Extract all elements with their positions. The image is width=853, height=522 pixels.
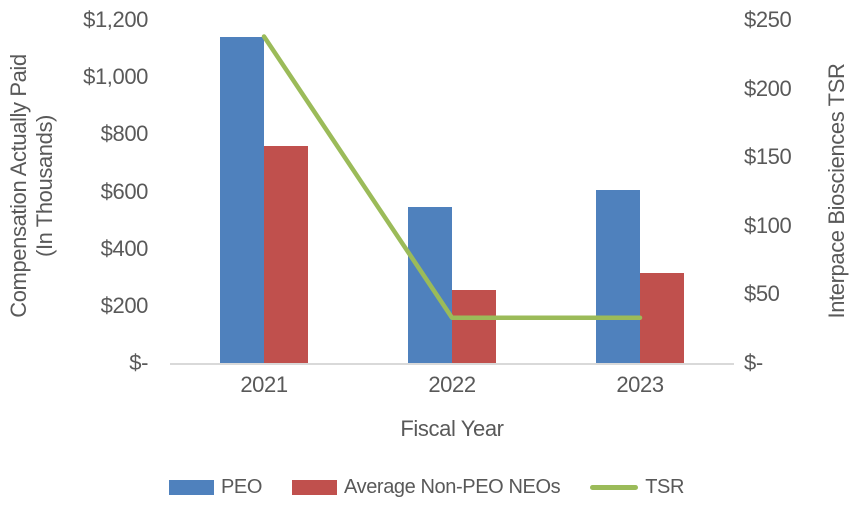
x-axis-tick-label-2021: 2021 — [240, 372, 288, 397]
bar-average-non-peo-neos-2023 — [640, 272, 684, 363]
left-axis-tick-label: $600 — [100, 178, 149, 204]
legend-label-tsr: TSR — [645, 476, 685, 498]
legend-swatch-peo — [168, 479, 214, 495]
legend-item-tsr: TSR — [590, 474, 684, 500]
x-axis-title: Fiscal Year — [400, 416, 504, 441]
x-axis-tick-label-2022: 2022 — [428, 372, 476, 397]
right-axis-tick-label: $250 — [744, 7, 792, 32]
right-axis-tick-label: $100 — [744, 212, 792, 238]
legend-swatch-average-non-peo-neos — [292, 479, 338, 495]
legend-label-average-non-peo-neos: Average Non-PEO NEOs — [344, 476, 561, 498]
right-axis-tick-label: $- — [744, 350, 763, 375]
right-axis-tick-label: $150 — [744, 144, 792, 170]
left-axis-tick-label: $200 — [100, 292, 149, 318]
bar-peo-2021 — [220, 37, 264, 363]
legend-swatch-tsr — [590, 484, 639, 490]
left-axis-tick-label: $400 — [100, 235, 149, 261]
bar-peo-2022 — [408, 207, 452, 363]
left-axis-tick-label: $- — [129, 350, 148, 375]
legend-item-peo: PEO — [168, 474, 263, 500]
legend-item-average-non-peo-neos: Average Non-PEO NEOs — [292, 474, 561, 500]
right-axis-tick-label: $50 — [744, 281, 780, 307]
left-axis-tick-label: $1,200 — [83, 7, 148, 32]
left-axis-title-line1: Compensation Actually Paid — [6, 54, 31, 318]
x-axis-line — [170, 363, 734, 365]
left-axis-tick-label: $1,000 — [83, 64, 148, 90]
legend: PEO Average Non-PEO NEOs TSR — [0, 474, 853, 500]
bar-average-non-peo-neos-2022 — [452, 290, 496, 363]
right-axis-tick-label: $200 — [744, 75, 792, 101]
bar-average-non-peo-neos-2021 — [264, 145, 308, 363]
bar-peo-2023 — [596, 190, 640, 363]
right-axis-title: Interpace Biosciences TSR — [824, 63, 849, 319]
x-axis-tick-label-2023: 2023 — [616, 372, 664, 397]
left-axis-tick-label: $800 — [100, 121, 149, 147]
legend-label-peo: PEO — [220, 476, 263, 498]
tsr-line — [261, 34, 643, 320]
